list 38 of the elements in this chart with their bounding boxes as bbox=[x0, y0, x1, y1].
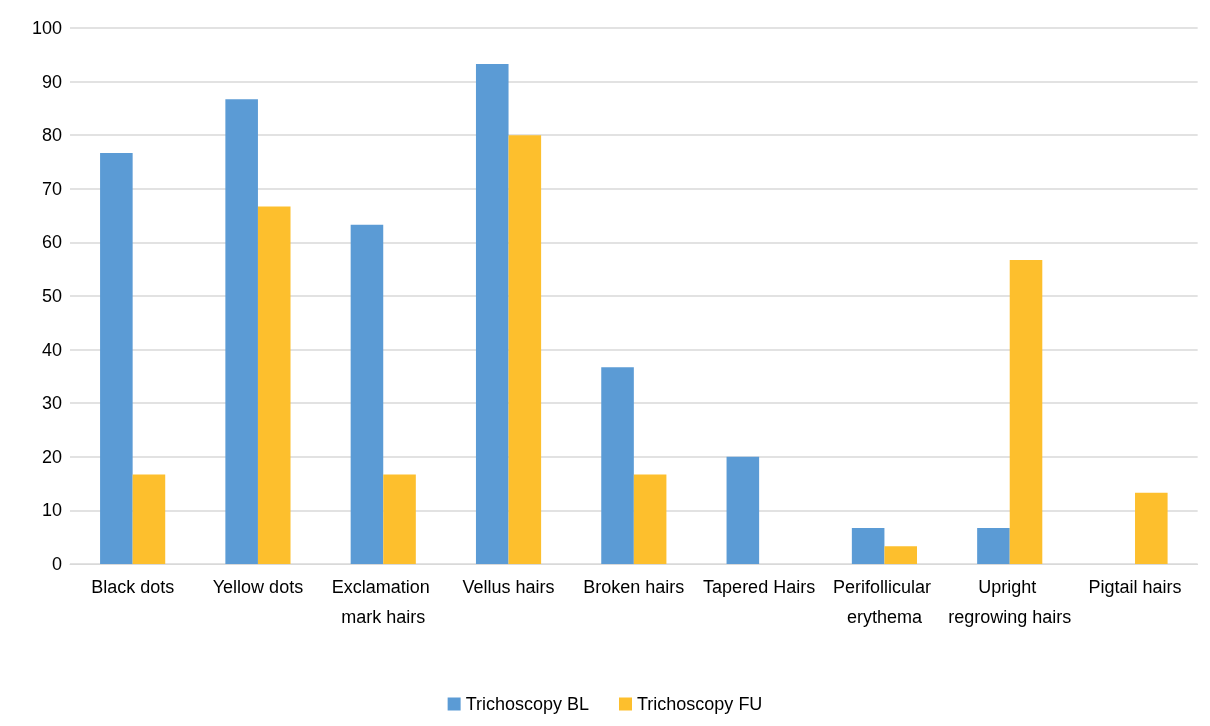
legend-label: Trichoscopy BL bbox=[465, 694, 590, 714]
x-tick-label: Broken hairs bbox=[583, 577, 685, 597]
y-tick-label: 50 bbox=[41, 286, 62, 306]
x-tick-label: Pigtail hairs bbox=[1088, 577, 1182, 597]
legend-label: Trichoscopy FU bbox=[637, 694, 763, 714]
bar bbox=[1135, 492, 1168, 564]
bar bbox=[257, 206, 291, 564]
bar bbox=[132, 474, 166, 564]
x-tick-label: Black dots bbox=[91, 577, 175, 597]
x-tick-label: Vellus hairs bbox=[462, 577, 555, 597]
x-tick-label: Perifollicular erythema bbox=[832, 577, 936, 627]
bar bbox=[851, 528, 885, 564]
bar bbox=[225, 99, 258, 564]
bar bbox=[350, 224, 384, 564]
x-tick-label: Tapered Hairs bbox=[703, 577, 816, 597]
y-tick-label: 20 bbox=[41, 446, 62, 467]
y-tick-label: 0 bbox=[51, 554, 62, 574]
y-tick-label: 60 bbox=[41, 232, 62, 253]
y-tick-label: 70 bbox=[41, 178, 62, 199]
y-tick-label: 40 bbox=[41, 339, 62, 360]
y-tick-label: 10 bbox=[41, 500, 62, 521]
bar bbox=[601, 367, 634, 564]
bar bbox=[726, 456, 760, 564]
bar bbox=[100, 152, 133, 564]
x-tick-label: Upright regrowing hairs bbox=[948, 577, 1072, 627]
bar bbox=[383, 474, 416, 564]
bar bbox=[1009, 260, 1043, 564]
y-tick-label: 80 bbox=[41, 125, 62, 146]
y-tick-label: 100 bbox=[31, 18, 62, 38]
y-tick-label: 30 bbox=[41, 393, 62, 414]
y-tick-label: 90 bbox=[41, 71, 62, 92]
x-tick-label: Yellow dots bbox=[212, 577, 304, 597]
x-tick-label: Exclamation mark hairs bbox=[331, 577, 435, 627]
bar bbox=[884, 546, 917, 564]
bar bbox=[475, 63, 509, 564]
bar bbox=[977, 528, 1010, 564]
bar bbox=[633, 474, 667, 564]
bar bbox=[508, 135, 542, 564]
